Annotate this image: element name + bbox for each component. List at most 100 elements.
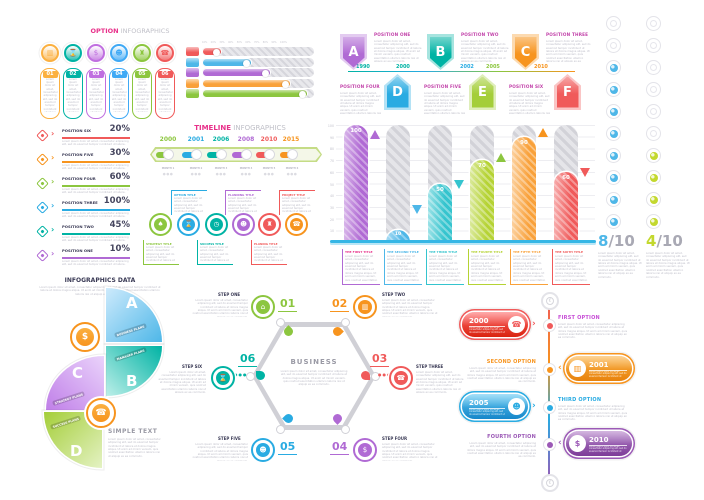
rating-dot-empty (606, 38, 621, 53)
dot-inner (610, 20, 617, 27)
euro-icon: € (546, 297, 554, 305)
rating-dot-filled (606, 148, 621, 163)
step-number: 03 (370, 352, 390, 367)
dot-inner (609, 173, 618, 182)
callout-text: Lorem ipsum dolor sit amet, consectetur … (146, 246, 175, 263)
snake-node-user: ☻ (232, 213, 255, 236)
progress-track (202, 57, 314, 67)
step-text: Lorem ipsum dolor sit amet, consectetur … (382, 443, 438, 461)
milestone-label: MONTH 6 (285, 167, 299, 170)
bank-icon: ♜ (133, 44, 151, 62)
footer-title: THE SECOND TITLE (387, 250, 419, 254)
option-title-accent: OPTION (90, 27, 119, 35)
option-title-rest: INFOGRAPHICS (120, 27, 170, 35)
percent-label: POSITION FIVE (62, 152, 94, 157)
percent-text: Lorem ipsum dolor sit amet, consectetur … (62, 164, 129, 171)
fan-dollar-circle: $ (70, 322, 100, 352)
petal-red (361, 371, 370, 380)
chart-gridlines (336, 125, 595, 242)
percent-label: POSITION SIX (62, 128, 91, 133)
dot-inner (650, 130, 657, 137)
hourglass-icon: ⌛ (182, 218, 195, 231)
score-numerator: 4 (646, 232, 657, 250)
score-numerator: 8 (598, 232, 609, 250)
chevron-left-icon: ‹ (558, 438, 562, 448)
dot-inner (650, 20, 657, 27)
badge-d: D (384, 74, 411, 110)
vt-label: THIRD OPTION (558, 397, 602, 403)
rating-dot-filled (606, 82, 621, 97)
fan-intro-text: Lorem ipsum dolor sit amet, consectetur … (39, 286, 161, 296)
vt-text: Lorem ipsum dolor sit amet, consectetur … (466, 442, 536, 459)
icon-glyph: ⌛ (68, 49, 78, 57)
icon-glyph: ☎ (160, 49, 170, 57)
vt-pill-text: Lorem ipsum dolor sit amet, consectetur … (469, 326, 505, 333)
trend-up-arrow (370, 130, 380, 139)
percent-text: Lorem ipsum dolor sit amet, consectetur … (62, 260, 129, 267)
callout-box-bottom: PLANING TITLE Lorem ipsum dolor sit amet… (251, 240, 287, 265)
fan-phone-circle: ☎ (86, 398, 116, 428)
chart-bar-3: 50 (428, 184, 452, 242)
option-number: 06 (157, 70, 173, 78)
chevron-right-icon: › (532, 401, 536, 411)
callout-text: Lorem ipsum dolor sit amet, consectetur … (174, 197, 203, 214)
trend-down-arrow (580, 168, 590, 177)
hex-vertex-node (276, 318, 285, 327)
dot-inner (649, 217, 658, 226)
phone-icon: ☎ (290, 218, 303, 231)
rating-dot-empty (646, 126, 661, 141)
footer-title: THE FOURTH TITLE (471, 250, 503, 254)
user-icon: ☻ (508, 398, 525, 415)
step-number: 06 (238, 352, 258, 367)
rating-dot-empty (646, 60, 661, 75)
progress-chip (186, 68, 199, 77)
option-capsule-4: ☻ 04 Lorem ipsum dolor sit amet, consect… (109, 44, 129, 119)
progress-scale: 10% 20% 30% 40% 50% 60% 70% 80% 90% 100% (202, 41, 287, 44)
percent-line (62, 257, 130, 259)
progress-knob (213, 49, 220, 56)
progress-bar-row (186, 78, 316, 88)
hexagon-inner (257, 327, 371, 425)
chevron-right-icon: › (51, 225, 55, 234)
band-node (264, 149, 275, 160)
bar-value: 10 (394, 232, 402, 237)
snake-node-bank: ♜ (258, 213, 281, 236)
option-text: Lorem ipsum dolor sit amet, consectetur … (157, 77, 173, 112)
percent-line (62, 185, 130, 187)
timeline-section-title: TIMELINE INFOGRAPHICS (165, 124, 315, 132)
rating-dot-filled (606, 214, 621, 229)
clock-icon: ◷ (210, 218, 223, 231)
badge-letter: F (556, 76, 579, 108)
bar-value: 60 (562, 175, 570, 181)
vt-pill-content: 2010 Lorem ipsum dolor sit amet, consect… (589, 436, 627, 452)
rating-dot-filled (606, 60, 621, 75)
vt-pill-text: Lorem ipsum dolor sit amet, consectetur … (589, 370, 627, 377)
step-number: 02 (330, 297, 350, 312)
footer-title: THE SIXTH TITLE (555, 250, 584, 254)
percent-label: POSITION ONE (62, 248, 93, 253)
option-text: Lorem ipsum dolor sit amet, consectetur … (111, 77, 127, 112)
user-icon: ☻ (110, 44, 128, 62)
position-label: POSITION FOUR (340, 84, 380, 89)
milestone-year: 2015 (282, 136, 300, 143)
vt-label: FOURTH OPTION (487, 434, 536, 440)
bar-value: 50 (436, 187, 444, 193)
trend-up-arrow (538, 128, 548, 137)
hex-vertex-node (246, 372, 255, 381)
step-number: 01 (278, 297, 298, 312)
dot-inner (610, 42, 617, 49)
vt-pill-2000: 2000 Lorem ipsum dolor sit amet, consect… (462, 312, 528, 337)
percent-value: 45% (109, 220, 130, 230)
trend-down-arrow (454, 180, 464, 189)
footer-text: Lorem ipsum dolor sit amet, consectetur … (471, 255, 504, 281)
position-label: POSITION SIX (509, 84, 544, 89)
option-capsule-2: ⌛ 02 Lorem ipsum dolor sit amet, consect… (63, 44, 83, 119)
dotted-connector: ●●● (378, 372, 392, 377)
step-label: STEP ONE (218, 292, 241, 297)
hexagon-center-title: BUSINESS (290, 358, 338, 366)
dot-inner (650, 42, 657, 49)
segment-label: STRATEGY PLANS (52, 390, 86, 407)
vt-pill-2005: 2005 Lorem ipsum dolor sit amet, consect… (462, 394, 528, 419)
progress-fill (202, 78, 291, 88)
dot-inner (649, 151, 658, 160)
